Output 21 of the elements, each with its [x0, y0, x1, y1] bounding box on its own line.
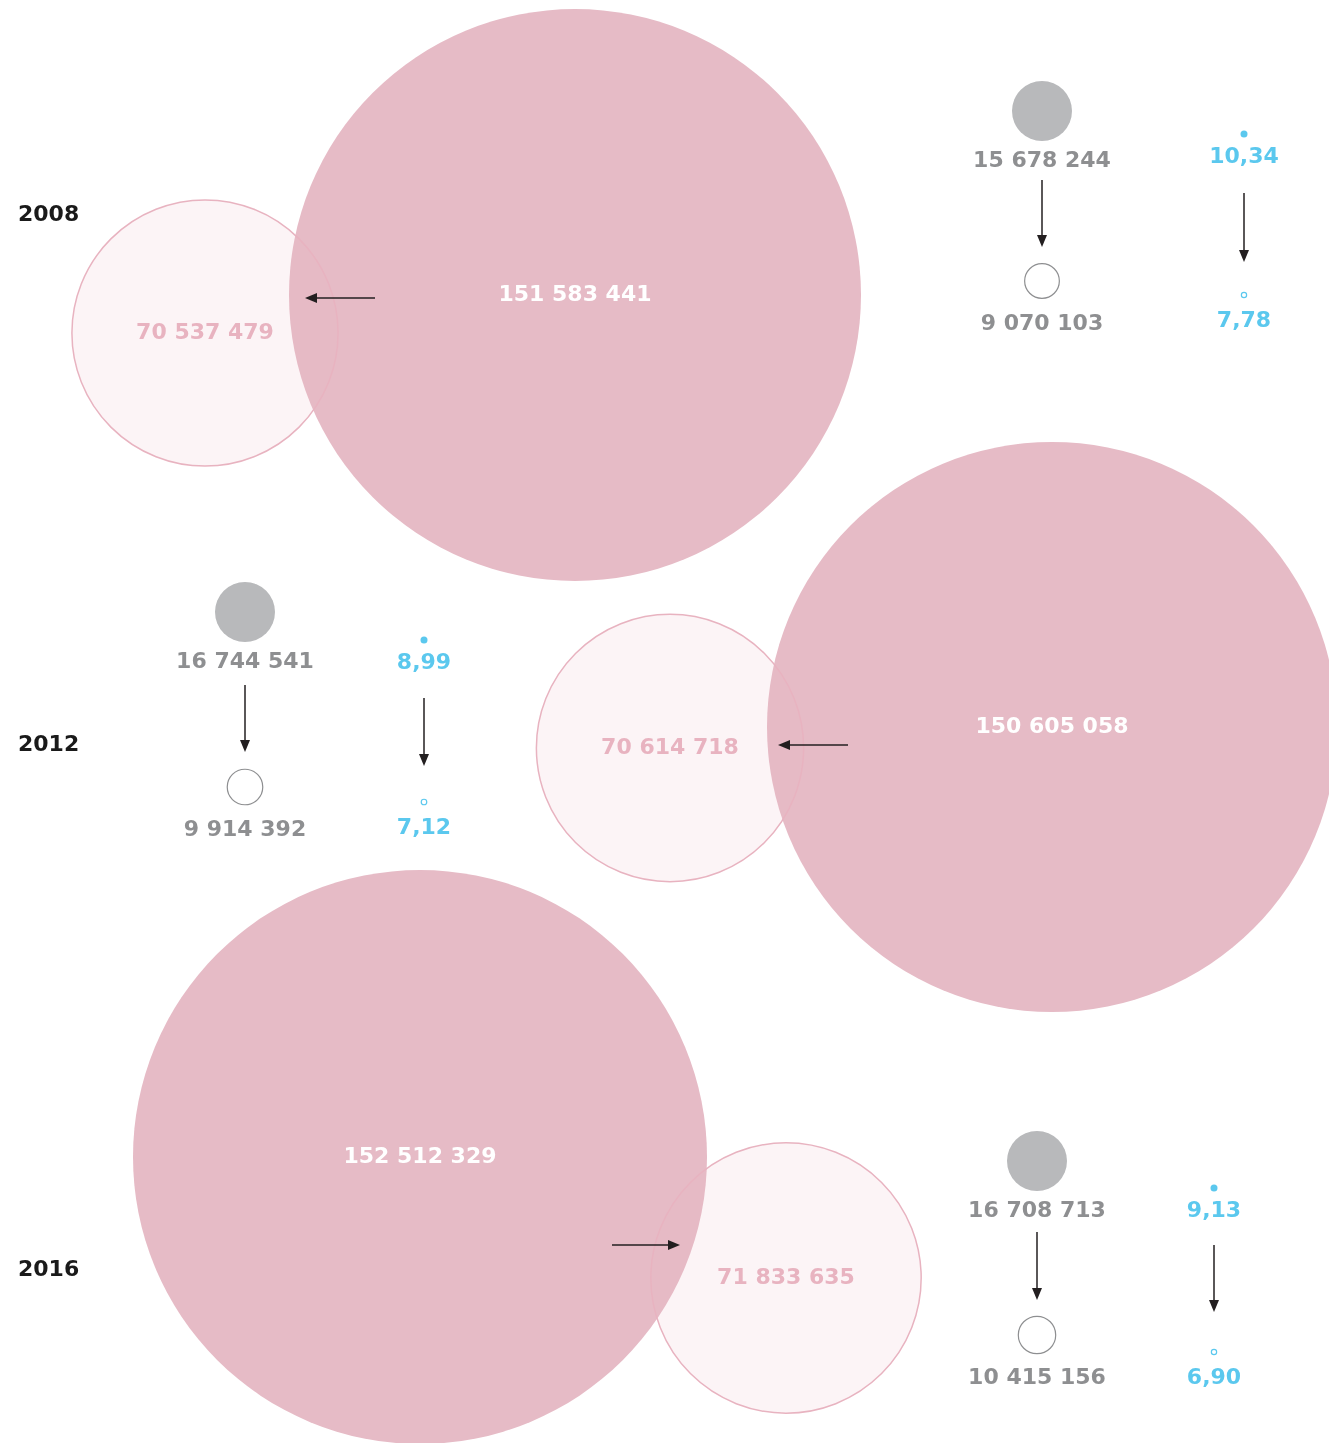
data-label: 16 708 713: [968, 1196, 1106, 1222]
data-label: 16 744 541: [176, 647, 314, 673]
data-label: 15 678 244: [973, 146, 1111, 172]
data-label: 9 914 392: [183, 815, 307, 841]
data-label: 70 537 479: [136, 318, 274, 344]
data-label: 151 583 441: [498, 280, 652, 306]
data-label: 70 614 718: [601, 733, 739, 759]
data-label: 10 415 156: [968, 1363, 1106, 1389]
data-label: 10,34: [1209, 142, 1279, 168]
data-label: 8,99: [396, 648, 452, 674]
data-label: 71 833 635: [717, 1263, 855, 1289]
category-label: 2012: [18, 730, 80, 756]
data-label: 6,90: [1186, 1363, 1242, 1389]
data-label: 150 605 058: [975, 712, 1129, 738]
data-label: 152 512 329: [343, 1142, 497, 1168]
category-label: 2008: [18, 200, 80, 226]
data-label: 7,78: [1216, 306, 1272, 332]
data-label: 9,13: [1186, 1196, 1242, 1222]
data-label: 9 070 103: [980, 309, 1104, 335]
data-label: 7,12: [396, 813, 452, 839]
category-label: 2016: [18, 1255, 80, 1281]
